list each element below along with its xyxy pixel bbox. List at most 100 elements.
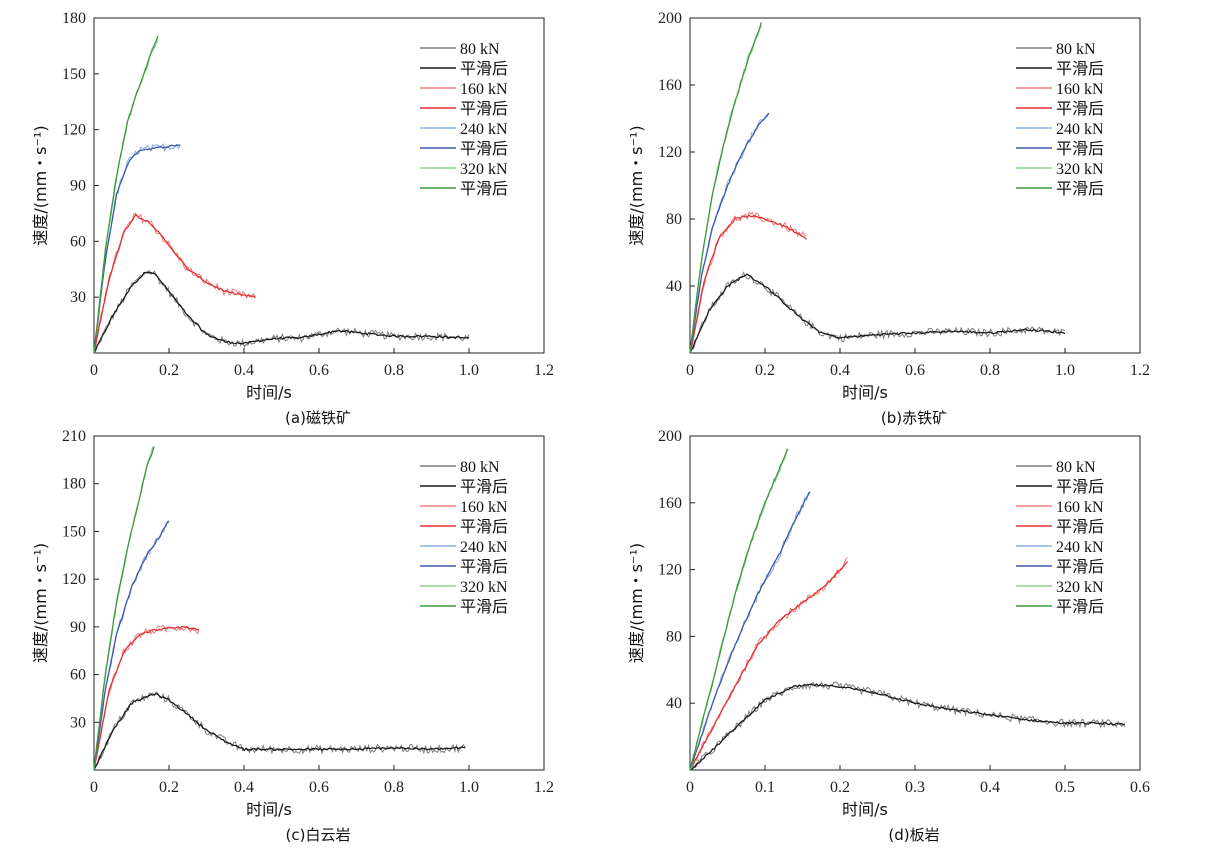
y-tick-label: 120: [658, 562, 682, 579]
y-tick-label: 90: [70, 619, 86, 636]
legend-label: 平滑后: [1056, 60, 1104, 78]
series-raw-line: [93, 521, 170, 771]
y-tick-label: 160: [658, 77, 682, 94]
x-axis-label: 时间/s: [246, 800, 292, 819]
x-tick-label: 0.8: [384, 779, 404, 796]
y-tick-label: 30: [70, 289, 86, 306]
legend-label: 320 kN: [1056, 579, 1104, 596]
y-tick-label: 150: [62, 66, 86, 83]
series-raw-line: [690, 680, 1126, 771]
legend-label: 240 kN: [460, 121, 508, 138]
y-tick-label: 120: [62, 122, 86, 139]
x-tick-label: 0.4: [980, 779, 1000, 796]
series-smoothed-line: [93, 520, 170, 771]
series-raw-line: [689, 557, 848, 771]
legend-label: 平滑后: [460, 478, 508, 496]
legend-label: 80 kN: [1056, 41, 1096, 58]
legend-label: 平滑后: [1056, 180, 1104, 198]
legend-label: 80 kN: [1056, 459, 1096, 476]
y-tick-label: 90: [70, 178, 86, 195]
legend-label: 平滑后: [1056, 478, 1104, 496]
series-smoothed-line: [689, 22, 762, 354]
x-tick-label: 0.8: [384, 362, 404, 379]
series-raw-line: [689, 211, 807, 354]
legend-label: 平滑后: [460, 60, 508, 78]
x-tick-label: 0.2: [159, 779, 179, 796]
y-tick-label: 60: [70, 233, 86, 250]
legend: 80 kN 平滑后 160 kN 平滑后 240 kN 平滑后 320 kN 平滑后: [1016, 459, 1104, 616]
series-raw-line: [93, 691, 466, 771]
x-tick-label: 0: [686, 779, 694, 796]
series-smoothed-line: [689, 214, 807, 354]
chart-panel-3: 0 0.2 0.4 0.6 0.8 1.0 1.2 30 60 90 120 150 180 210 时间/…: [31, 428, 554, 844]
panel-caption: (c)白云岩: [286, 826, 351, 844]
series-raw-line: [689, 112, 770, 354]
x-tick-label: 1.2: [1130, 362, 1150, 379]
x-tick-label: 0.2: [159, 362, 179, 379]
x-tick-label: 0.6: [309, 362, 329, 379]
y-tick-label: 180: [62, 476, 86, 493]
legend-label: 160 kN: [460, 499, 508, 516]
series-raw-line: [689, 271, 1066, 354]
x-tick-label: 0.4: [234, 362, 254, 379]
legend-label: 平滑后: [1056, 558, 1104, 576]
x-tick-label: 0: [90, 362, 98, 379]
x-axis-label: 时间/s: [842, 383, 888, 402]
legend-label: 240 kN: [460, 539, 508, 556]
x-tick-label: 0.6: [1130, 779, 1150, 796]
x-tick-label: 0.6: [309, 779, 329, 796]
x-tick-label: 0.3: [905, 779, 925, 796]
x-tick-label: 1.2: [534, 779, 554, 796]
series-smoothed-line: [689, 561, 848, 771]
legend: 80 kN 平滑后 160 kN 平滑后 240 kN 平滑后 320 kN 平滑后: [420, 459, 508, 616]
y-tick-label: 80: [666, 211, 682, 228]
y-tick-label: 80: [666, 628, 682, 645]
chart-panel-2: 0 0.2 0.4 0.6 0.8 1.0 1.2 40 80 120 160 200 时间/s 速度/(…: [627, 10, 1150, 427]
series-smoothed-line: [93, 35, 159, 354]
series-raw-line: [93, 624, 200, 771]
legend-label: 160 kN: [1056, 499, 1104, 516]
y-tick-label: 30: [70, 714, 86, 731]
legend-label: 平滑后: [1056, 598, 1104, 616]
x-tick-label: 1.0: [459, 779, 479, 796]
legend-label: 320 kN: [460, 161, 508, 178]
series-smoothed-line: [93, 625, 200, 771]
y-tick-label: 210: [62, 428, 86, 445]
y-tick-label: 40: [666, 278, 682, 295]
legend-label: 240 kN: [1056, 539, 1104, 556]
x-tick-label: 0.2: [830, 779, 850, 796]
panel-caption: (d)板岩: [888, 826, 939, 844]
y-axis-label: 速度/(mm・s⁻¹): [31, 125, 50, 245]
legend-label: 240 kN: [1056, 121, 1104, 138]
panel-caption: (a)磁铁矿: [285, 409, 351, 427]
chart-panel-4: 0 0.1 0.2 0.3 0.4 0.5 0.6 40 80 120 160 200 时间/s 速度/(…: [627, 428, 1150, 844]
x-axis-label: 时间/s: [246, 383, 292, 402]
x-tick-label: 1.2: [534, 362, 554, 379]
series-raw-line: [689, 448, 788, 771]
legend-label: 平滑后: [460, 180, 508, 198]
y-tick-label: 200: [658, 428, 682, 445]
y-tick-label: 160: [658, 495, 682, 512]
y-axis-label: 速度/(mm・s⁻¹): [627, 125, 646, 245]
x-tick-label: 0.6: [905, 362, 925, 379]
x-tick-label: 0.8: [980, 362, 1000, 379]
chart-panel-1: 0 0.2 0.4 0.6 0.8 1.0 1.2 30 60 90 120 150 180 时间/s 速度…: [31, 10, 554, 427]
legend-label: 平滑后: [460, 100, 508, 118]
y-tick-label: 40: [666, 695, 682, 712]
y-tick-label: 60: [70, 667, 86, 684]
x-tick-label: 0.4: [234, 779, 254, 796]
y-tick-label: 180: [62, 10, 86, 27]
panel-caption: (b)赤铁矿: [881, 409, 947, 427]
series-raw-line: [689, 491, 811, 771]
series-smoothed-line: [689, 491, 811, 771]
legend: 80 kN 平滑后 160 kN 平滑后 240 kN 平滑后 320 kN 平滑后: [1016, 41, 1104, 198]
x-tick-label: 0.4: [830, 362, 850, 379]
legend-label: 160 kN: [1056, 81, 1104, 98]
legend-label: 320 kN: [1056, 161, 1104, 178]
series-raw-line: [93, 212, 256, 354]
series-smoothed-line: [93, 271, 470, 354]
x-tick-label: 0.1: [755, 779, 775, 796]
legend-label: 平滑后: [460, 598, 508, 616]
y-axis-label: 速度/(mm・s⁻¹): [627, 543, 646, 663]
